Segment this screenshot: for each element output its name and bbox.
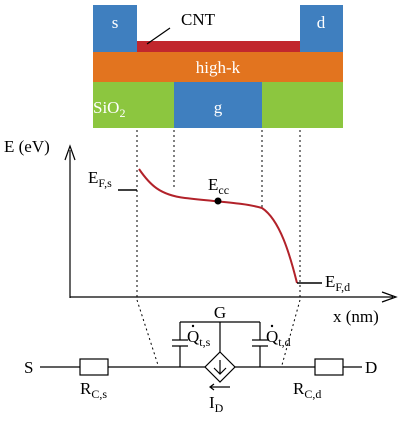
cnt-bar <box>137 41 300 52</box>
fermi-source: EF,s <box>88 168 112 190</box>
high-k-label: high-k <box>196 58 241 77</box>
rd-sub: C,d <box>304 387 321 401</box>
oxide-sub: 2 <box>119 106 125 120</box>
rd-main: R <box>293 379 305 398</box>
band-diagram: E (eV) x (nm) EF,s Ecc EF,d <box>4 137 396 326</box>
y-axis-label: E (eV) <box>4 137 50 156</box>
drain-terminal: D <box>365 358 377 377</box>
fermi-source-sub: F,s <box>98 176 112 190</box>
cnt-label: CNT <box>181 10 216 29</box>
device-stack: s d CNT high-k SiO2 g <box>93 5 343 128</box>
ecc-dot <box>215 198 222 205</box>
diagram: s d CNT high-k SiO2 g E (eV) x (nm) EF,s… <box>0 0 418 439</box>
rs-main: R <box>80 379 92 398</box>
fermi-drain-sub: F,d <box>335 280 350 294</box>
fermi-drain-main: E <box>325 272 335 291</box>
qs-sub: t,s <box>199 335 210 349</box>
resistance-drain: RC,d <box>293 379 321 401</box>
rs-sub: C,s <box>91 387 107 401</box>
conduction-edge: Ecc <box>208 175 229 197</box>
id-sub: D <box>215 401 224 415</box>
qd-main: Q <box>266 327 278 346</box>
charge-source: Qt,s <box>187 327 211 349</box>
fermi-drain: EF,d <box>325 272 350 294</box>
ecc-sub: cc <box>218 183 229 197</box>
gate-label: g <box>214 98 223 117</box>
circuit: G S D Qt,s Qt,d RC,s RC,d ID <box>24 303 377 415</box>
current-label: ID <box>209 393 224 415</box>
source-label: s <box>112 13 119 32</box>
oxide-main: SiO <box>93 98 119 117</box>
drain-label: d <box>317 13 326 32</box>
resistance-source: RC,s <box>80 379 107 401</box>
qs-main: Q <box>187 327 199 346</box>
qd-sub: t,d <box>278 335 290 349</box>
source-terminal: S <box>24 358 33 377</box>
gate-terminal: G <box>214 303 226 322</box>
charge-drain: Qt,d <box>266 327 291 349</box>
ecc-main: E <box>208 175 218 194</box>
fermi-source-main: E <box>88 168 98 187</box>
x-axis-label: x (nm) <box>333 307 379 326</box>
